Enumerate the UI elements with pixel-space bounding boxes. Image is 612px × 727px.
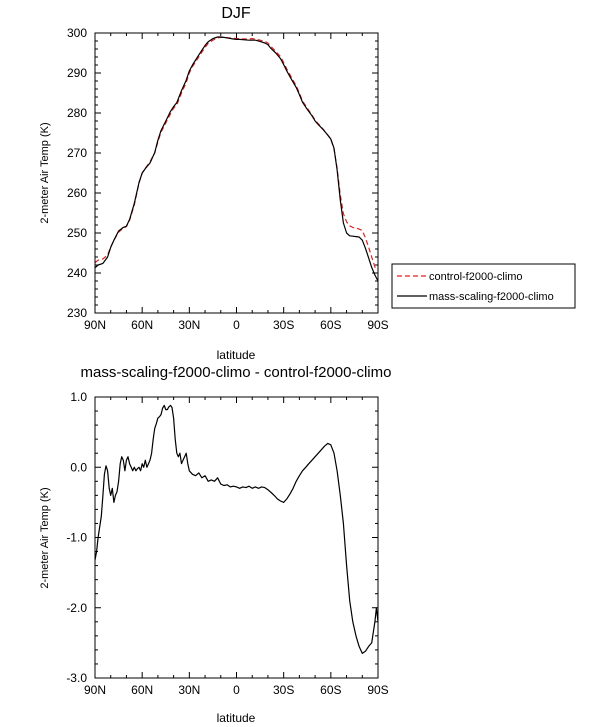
bottom-axes: 90N 60N 30N 0 30S 60S 90S -3.0 -2.0 -1.0 0.0 1.0 xyxy=(66,390,388,697)
top-panel: DJF 2-meter Air Temp (K) latitude 90N 60N… xyxy=(39,5,389,362)
y-tick-label: 0.0 xyxy=(70,460,87,474)
x-tick-label: 60S xyxy=(320,683,341,697)
x-tick-label: 60N xyxy=(131,318,153,332)
bottom-plot-lines xyxy=(94,404,379,655)
x-tick-label: 30S xyxy=(273,683,294,697)
x-tick-label: 30N xyxy=(178,683,200,697)
x-tick-label: 60N xyxy=(131,683,153,697)
y-tick-label: 280 xyxy=(67,106,87,120)
y-tick-label: 230 xyxy=(67,306,87,320)
bottom-plot-frame xyxy=(94,396,379,679)
legend-label-control: control-f2000-climo xyxy=(429,271,523,283)
bottom-panel: mass-scaling-f2000-climo - control-f2000… xyxy=(39,364,391,725)
y-tick-label: 300 xyxy=(67,26,87,40)
y-tick-label: 240 xyxy=(67,266,87,280)
bottom-y-axis-label: 2-meter Air Temp (K) xyxy=(39,487,51,588)
x-tick-label: 90N xyxy=(84,318,106,332)
x-tick-label: 30N xyxy=(178,318,200,332)
x-tick-label: 90S xyxy=(367,683,388,697)
y-tick-label: -2.0 xyxy=(66,601,87,615)
y-tick-label: 250 xyxy=(67,226,87,240)
y-tick-label: -3.0 xyxy=(66,671,87,685)
legend-box xyxy=(391,263,576,309)
bottom-chart-title: mass-scaling-f2000-climo - control-f2000… xyxy=(81,364,392,381)
x-tick-label: 90N xyxy=(84,683,106,697)
x-tick-label: 0 xyxy=(233,318,240,332)
top-plot-lines xyxy=(94,36,379,282)
x-tick-label: 0 xyxy=(233,683,240,697)
y-tick-label: 290 xyxy=(67,66,87,80)
y-tick-label: 270 xyxy=(67,146,87,160)
bottom-x-axis-label: latitude xyxy=(217,711,256,725)
top-chart-title: DJF xyxy=(221,5,251,22)
x-tick-label: 60S xyxy=(320,318,341,332)
top-y-axis-label: 2-meter Air Temp (K) xyxy=(39,122,51,223)
legend-label-mass-scaling: mass-scaling-f2000-climo xyxy=(429,291,554,303)
top-axes: 90N 60N 30N 0 30S 60S 90S 230 240 250 260 270 280 290… xyxy=(67,26,389,332)
y-tick-label: 1.0 xyxy=(70,390,87,404)
y-tick-label: 260 xyxy=(67,186,87,200)
y-tick-label: -1.0 xyxy=(66,531,87,545)
x-tick-label: 30S xyxy=(273,318,294,332)
legend: control-f2000-climo mass-scaling-f2000-c… xyxy=(391,263,576,309)
top-x-axis-label: latitude xyxy=(217,348,256,362)
x-tick-label: 90S xyxy=(367,318,388,332)
series-line-difference xyxy=(94,404,379,655)
series-line-control-f2000-climo xyxy=(94,36,379,271)
top-plot-frame xyxy=(94,32,379,314)
series-line-mass-scaling-f2000-climo xyxy=(94,36,379,282)
